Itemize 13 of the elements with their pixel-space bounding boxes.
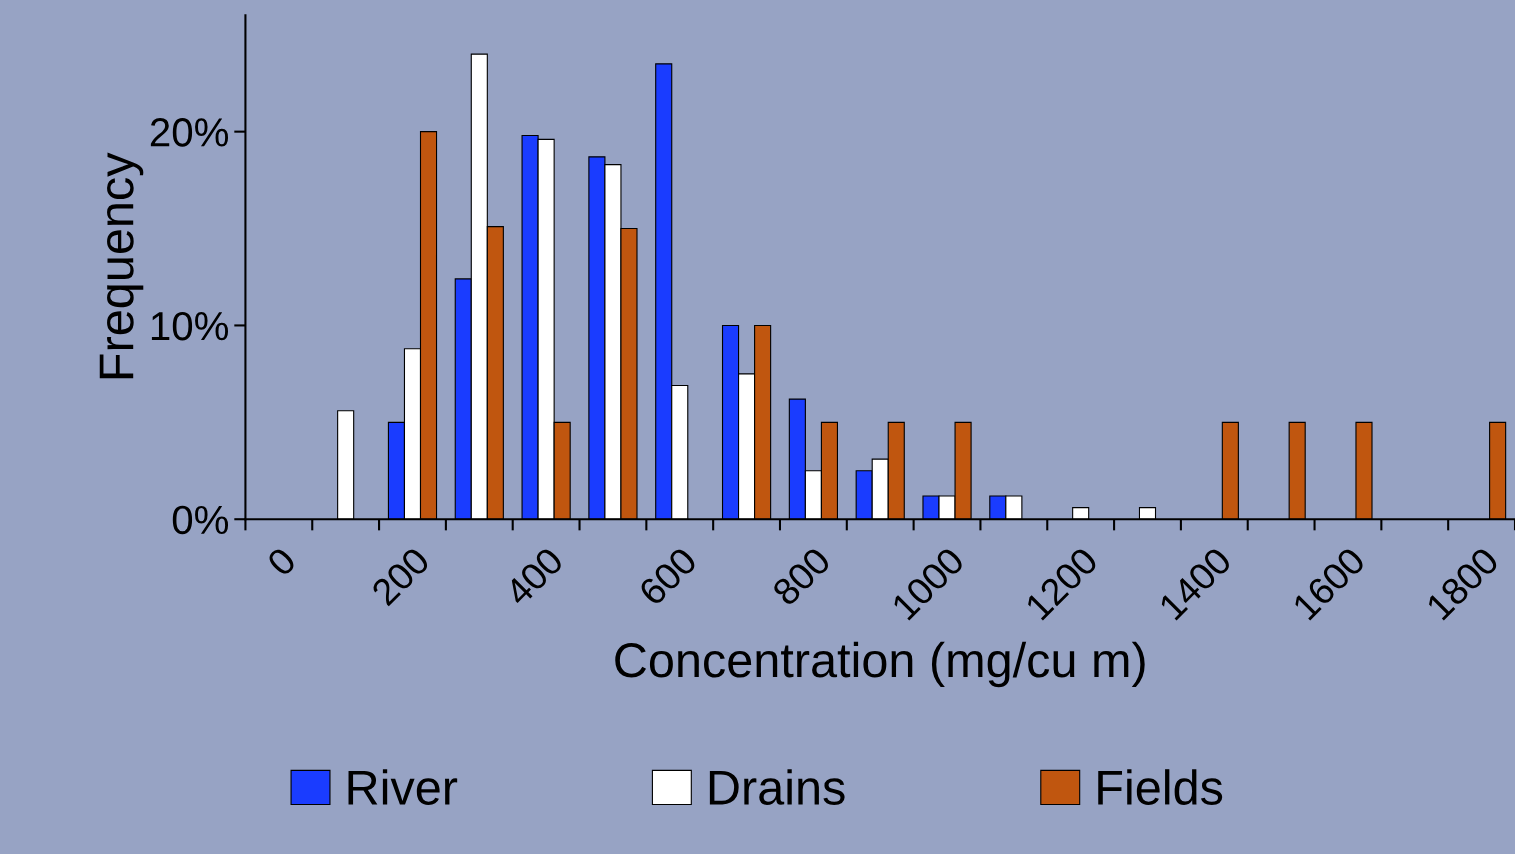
- x-tick-label: 800: [771, 545, 832, 607]
- x-tick-label: 400: [503, 545, 565, 608]
- x-axis-title: Concentration (mg/cu m): [615, 641, 1145, 688]
- x-tick-label: 600: [637, 545, 699, 607]
- x-tick-label: 0: [265, 545, 298, 578]
- legend-label: Fields: [1098, 769, 1223, 805]
- legend-label: River: [348, 769, 458, 805]
- legend-label: Drains: [709, 769, 845, 805]
- y-tick-label: 0%: [172, 505, 229, 535]
- x-tick-label: 200: [370, 545, 431, 607]
- y-tick-label: 20%: [150, 118, 229, 147]
- y-tick-label: 10%: [151, 311, 229, 341]
- y-axis-title: Frequency: [99, 152, 144, 379]
